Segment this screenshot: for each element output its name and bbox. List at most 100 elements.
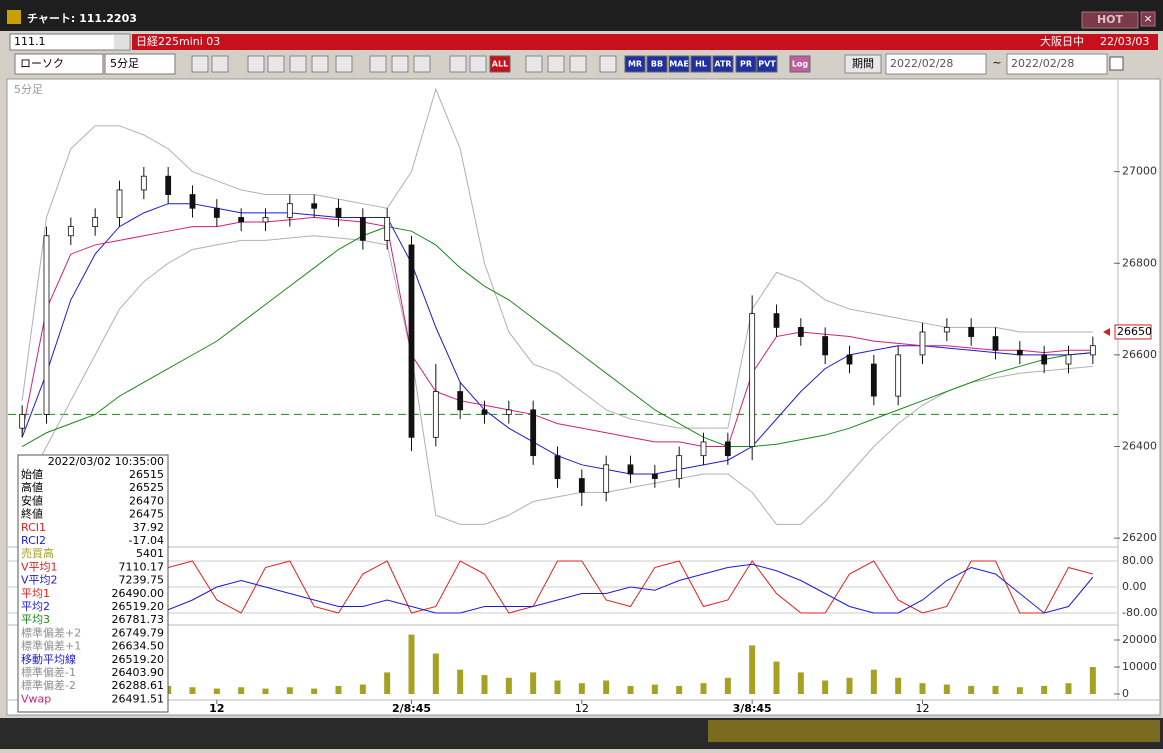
tool-icon[interactable] xyxy=(525,55,543,73)
tool-button-label: MR xyxy=(628,60,642,69)
chart-style-select[interactable] xyxy=(14,53,104,75)
candle-body xyxy=(481,409,488,415)
info-label: 高値 xyxy=(21,480,43,494)
info-value: 26490.00 xyxy=(112,587,165,600)
candle-body xyxy=(457,391,464,411)
symbol-input[interactable] xyxy=(9,33,131,51)
candle-body xyxy=(238,217,245,223)
candle-body xyxy=(505,409,512,415)
y-tick-label: 26200 xyxy=(1122,531,1157,544)
volume-bar xyxy=(676,685,683,694)
info-value: 26519.20 xyxy=(112,600,165,613)
tool-button[interactable] xyxy=(789,55,811,73)
volume-bar xyxy=(1041,685,1048,694)
hot-label: HOT xyxy=(1097,13,1124,26)
tool-button[interactable] xyxy=(489,55,511,73)
info-value: 7110.17 xyxy=(119,560,165,573)
tool-button[interactable] xyxy=(624,55,646,73)
info-value: 26515 xyxy=(129,468,164,481)
tool-icon[interactable] xyxy=(247,55,265,73)
from-date-input[interactable] xyxy=(885,53,987,75)
hot-button[interactable] xyxy=(1081,11,1139,29)
volume-bar xyxy=(870,669,877,694)
plot: 26200 26400 26600 26800 27000 26650 80.00 0.00 -… xyxy=(8,87,1157,715)
scroll-thumb[interactable] xyxy=(708,720,1160,742)
symbol-code: 111.1 xyxy=(14,35,46,48)
candle-body xyxy=(870,363,877,397)
info-value: 37.92 xyxy=(133,521,165,534)
volume-bar xyxy=(311,688,318,694)
candle-body xyxy=(749,313,756,447)
volume-bar xyxy=(189,687,196,694)
tool-icon[interactable] xyxy=(599,55,617,73)
volume-bar xyxy=(457,669,464,694)
tool-button[interactable] xyxy=(668,55,690,73)
info-value: 26781.73 xyxy=(112,613,165,626)
volume-bar xyxy=(408,634,415,694)
tool-icon[interactable] xyxy=(547,55,565,73)
symbol-name: 日経225mini 03 xyxy=(136,35,220,48)
tool-icon[interactable] xyxy=(449,55,467,73)
indicator-line xyxy=(21,87,1093,429)
volume-bar xyxy=(1016,687,1023,694)
close-x: × xyxy=(1143,12,1152,25)
info-label: V平均1 xyxy=(21,560,58,573)
tool-button[interactable] xyxy=(690,55,712,73)
tool-icon[interactable] xyxy=(391,55,409,73)
tool-icon[interactable] xyxy=(191,55,209,73)
to-date-input[interactable] xyxy=(1006,53,1108,75)
info-value: 7239.75 xyxy=(119,574,165,587)
info-label: 移動平均線 xyxy=(21,652,76,666)
volume-bar xyxy=(627,685,634,694)
candle-body xyxy=(895,354,902,397)
interval-select[interactable] xyxy=(104,53,176,75)
info-timestamp: 2022/03/02 10:35:00 xyxy=(48,455,164,468)
candle-body xyxy=(530,409,537,457)
symbol-name-bar xyxy=(132,34,1158,50)
candle-body xyxy=(554,455,561,479)
candle-body xyxy=(797,326,804,337)
tool-icon[interactable] xyxy=(369,55,387,73)
info-value: 26475 xyxy=(129,508,164,521)
close-button[interactable] xyxy=(1140,11,1156,27)
volume-bar xyxy=(335,685,342,694)
tool-button[interactable] xyxy=(712,55,734,73)
info-value: 26403.90 xyxy=(112,666,165,679)
y-tick-label: 26800 xyxy=(1122,256,1157,269)
candle-body xyxy=(700,441,707,457)
candle-body xyxy=(432,391,439,438)
info-value: 26525 xyxy=(129,481,164,494)
checkbox[interactable] xyxy=(1109,56,1124,71)
info-label: 標準偏差+2 xyxy=(21,625,81,639)
tool-button[interactable] xyxy=(646,55,668,73)
tool-button[interactable] xyxy=(735,55,757,73)
tool-icon[interactable] xyxy=(211,55,229,73)
info-label: RCI2 xyxy=(21,534,46,547)
period-label: 期間 xyxy=(852,57,874,70)
volume-bar xyxy=(286,687,293,694)
candle-body xyxy=(213,207,220,218)
tool-icon[interactable] xyxy=(569,55,587,73)
volume-bar xyxy=(578,683,585,694)
tool-icon[interactable] xyxy=(289,55,307,73)
y-tick-label: 26400 xyxy=(1122,440,1157,453)
symbol-dropdown[interactable] xyxy=(114,35,129,49)
volume-bar xyxy=(238,687,245,694)
tool-button-label: ATR xyxy=(714,60,731,69)
tool-icon[interactable] xyxy=(267,55,285,73)
tool-icon[interactable] xyxy=(311,55,329,73)
market: 大阪日中 xyxy=(1040,34,1084,48)
period-button[interactable] xyxy=(844,54,882,74)
tool-icon[interactable] xyxy=(335,55,353,73)
tool-icon[interactable] xyxy=(469,55,487,73)
volume-bar xyxy=(773,661,780,694)
info-value: 26634.50 xyxy=(112,640,165,653)
tool-button[interactable] xyxy=(756,55,778,73)
candle-body xyxy=(1089,345,1096,356)
volume-bar xyxy=(384,672,391,694)
candle-body xyxy=(943,326,950,333)
tool-icon[interactable] xyxy=(413,55,431,73)
last-price-arrow xyxy=(1103,327,1110,336)
candle-body xyxy=(724,441,731,457)
